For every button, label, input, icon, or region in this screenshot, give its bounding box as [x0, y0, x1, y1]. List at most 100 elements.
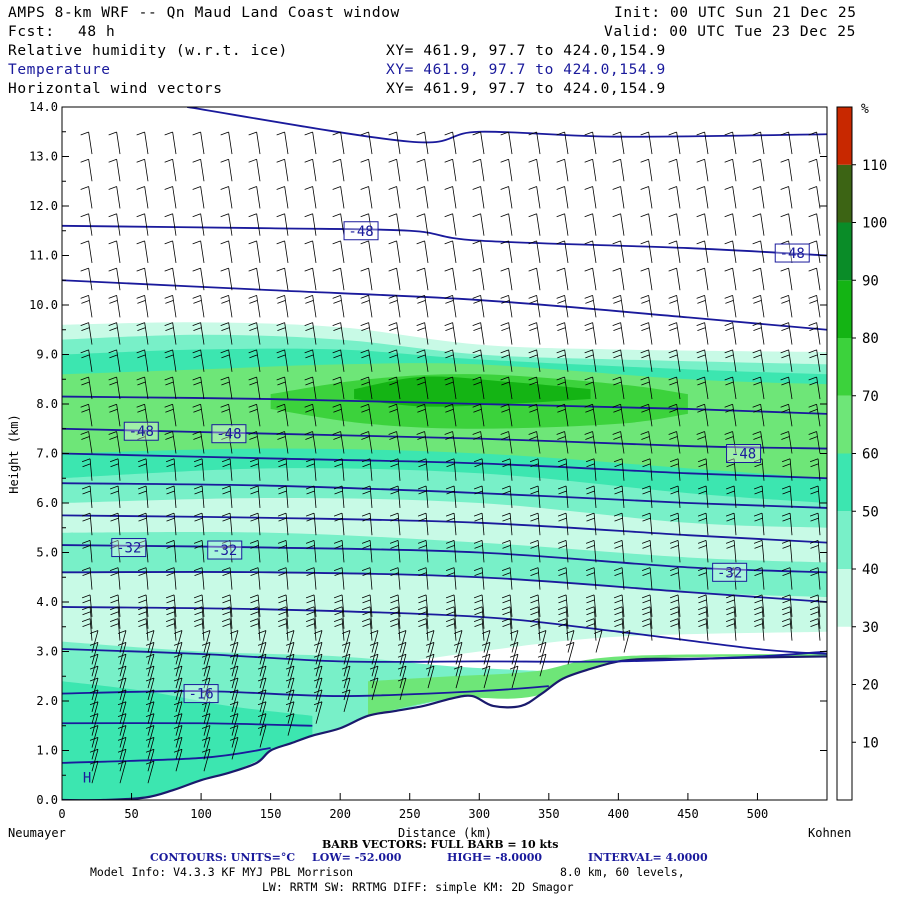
- wind-barbs: [80, 131, 821, 784]
- wind-barb-332: [389, 540, 401, 563]
- wind-barb-659: [808, 431, 821, 454]
- wind-barb-622: [752, 349, 765, 372]
- field-rh-label: Relative humidity (w.r.t. ice): [8, 43, 288, 59]
- colorbar-bin-8: [837, 280, 852, 338]
- wind-barb-59: [108, 240, 121, 263]
- wind-barb-121: [164, 267, 177, 291]
- wind-barb-147: [192, 403, 205, 427]
- colorbar-label-5: 60: [862, 447, 879, 463]
- wind-barb-156: [192, 158, 205, 182]
- contour-label-2: -48: [129, 424, 154, 440]
- wind-barb-200: [249, 567, 261, 590]
- wind-barb-354: [417, 594, 429, 617]
- wind-barb-267: [304, 240, 317, 263]
- wind-barb-439: [500, 240, 513, 263]
- wind-barb-401: [473, 606, 485, 629]
- wind-barb-619: [752, 431, 765, 454]
- wind-barb-597: [725, 485, 737, 508]
- wind-barb-663: [808, 322, 821, 345]
- wind-barb-657: [809, 485, 821, 508]
- wind-barb-343: [388, 240, 401, 263]
- wind-barb-117: [164, 376, 177, 400]
- barb-info: BARB VECTORS: FULL BARB = 10 kts: [322, 838, 559, 851]
- y-tick-label-12: 12.0: [29, 199, 58, 213]
- wind-barb-244: [276, 131, 289, 155]
- wind-barb-243: [276, 158, 289, 182]
- wind-barb-376: [445, 618, 457, 641]
- y-tick-label-10: 10.0: [29, 298, 58, 312]
- wind-barb-296: [332, 158, 345, 182]
- wind-barb-178: [220, 376, 233, 400]
- wind-barb-252: [305, 618, 317, 641]
- wind-barb-88: [136, 322, 149, 345]
- wind-barb-589: [696, 158, 709, 182]
- wind-barb-185: [220, 186, 233, 209]
- wind-barb-661: [808, 376, 821, 400]
- colorbar-bin-3: [837, 569, 852, 627]
- wind-barb-225: [277, 618, 289, 641]
- wind-barb-447: [529, 618, 541, 641]
- rh-region-8: [368, 653, 827, 716]
- wind-barb-317: [360, 267, 373, 291]
- wind-barb-295: [332, 186, 345, 209]
- field-temperature-label: Temperature: [8, 62, 111, 78]
- wind-barb-546: [640, 240, 653, 263]
- wind-barb-256: [305, 540, 317, 563]
- wind-barb-234: [276, 403, 289, 427]
- contour-label-8: -16: [188, 687, 213, 703]
- wind-barb-638: [781, 458, 793, 481]
- wind-barb-304: [361, 606, 373, 629]
- wind-barb-168: [221, 618, 233, 641]
- wind-barb-494: [585, 540, 597, 563]
- wind-barb-639: [780, 431, 793, 454]
- wind-barb-337: [388, 403, 401, 427]
- wind-barb-409: [472, 403, 485, 427]
- wind-barb-151: [192, 295, 205, 318]
- wind-barb-636: [781, 512, 793, 536]
- wind-barb-417: [472, 186, 485, 209]
- wind-barb-478: [556, 403, 569, 427]
- wind-barb-25: [80, 295, 93, 318]
- wind-barb-179: [220, 349, 233, 372]
- wind-barb-492: [585, 594, 597, 617]
- wind-barb-93: [136, 186, 149, 209]
- wind-barb-579: [696, 431, 709, 454]
- wind-barb-87: [136, 349, 149, 372]
- wind-barb-27: [80, 240, 93, 263]
- wind-barb-414: [472, 267, 485, 291]
- wind-barb-291: [332, 295, 345, 318]
- wind-barb-609: [724, 158, 737, 182]
- wind-barb-455: [528, 431, 541, 454]
- wind-barb-140: [193, 594, 205, 617]
- contour-label-4: -48: [731, 447, 756, 463]
- wind-barb-462: [528, 240, 541, 263]
- wind-barb-482: [556, 295, 569, 318]
- wind-barb-171: [221, 567, 233, 590]
- wind-barb-52: [108, 431, 121, 454]
- wind-barb-474: [557, 512, 569, 536]
- wind-barb-294: [332, 213, 345, 236]
- wind-barb-435: [500, 349, 513, 372]
- colorbar-label-6: 70: [862, 389, 879, 405]
- wind-barb-472: [557, 567, 569, 590]
- wind-barb-469: [557, 618, 569, 641]
- contour-label-7: -32: [717, 565, 742, 581]
- wind-barb-521: [612, 376, 625, 400]
- wind-barb-204: [249, 458, 261, 481]
- wind-barb-111: [165, 540, 177, 563]
- wind-barb-23: [80, 349, 93, 372]
- x-tick-label-3: 150: [260, 807, 282, 821]
- wind-barb-431: [501, 458, 513, 481]
- colorbar-label-1: 20: [862, 678, 879, 694]
- wind-barb-306: [361, 567, 373, 590]
- wind-barb-479: [556, 376, 569, 400]
- y-tick-label-13: 13.0: [29, 150, 58, 164]
- wind-barb-342: [388, 267, 401, 291]
- wind-barb-504: [584, 267, 597, 291]
- wind-barb-408: [472, 431, 485, 454]
- wind-barb-360: [416, 431, 429, 454]
- wind-barb-152: [192, 267, 205, 291]
- wind-barb-57: [108, 295, 121, 318]
- wind-barb-617: [753, 485, 765, 508]
- wind-barb-47: [109, 567, 121, 590]
